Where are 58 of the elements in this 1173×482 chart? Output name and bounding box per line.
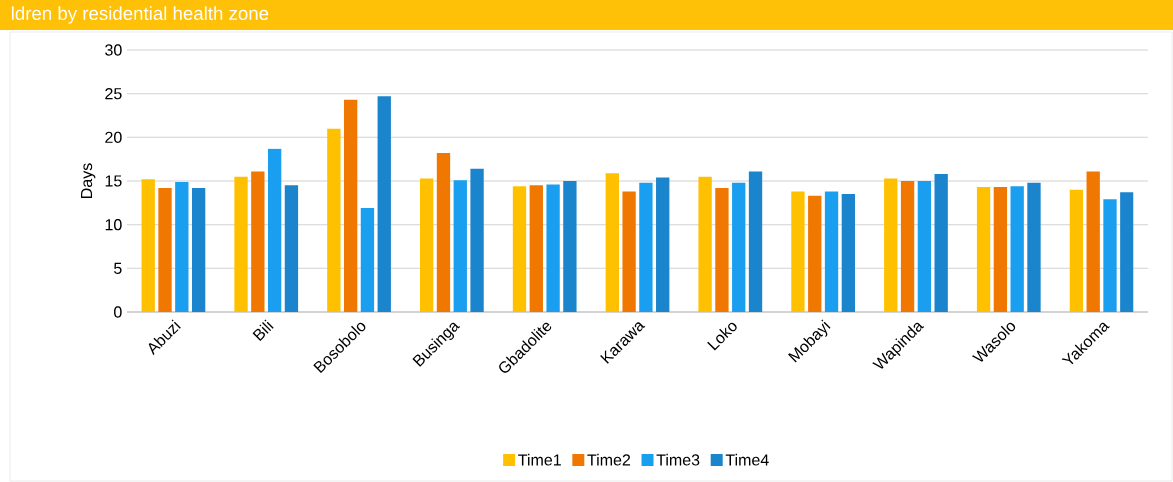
bar: [808, 195, 822, 313]
bar: [529, 185, 543, 313]
bar: [512, 186, 527, 313]
bar: [841, 194, 856, 313]
bar: [976, 187, 991, 313]
bar: [546, 184, 560, 313]
bar: [563, 181, 577, 313]
bar: [470, 168, 484, 313]
bar: [622, 191, 636, 313]
bar: [360, 208, 375, 313]
bar: [900, 181, 915, 313]
bar: [1010, 186, 1024, 313]
bar: [453, 180, 467, 313]
bar: [1120, 192, 1134, 313]
legend-label: Time2: [587, 453, 631, 466]
bar: [1086, 171, 1100, 313]
bar: [715, 187, 729, 313]
bar: [605, 173, 619, 313]
bar: [639, 182, 653, 313]
bar: [1069, 189, 1084, 313]
bar: [732, 182, 746, 313]
x-tick-label: Bili: [252, 319, 274, 342]
y-tick-label: 15: [105, 175, 122, 187]
y-tick-label: 25: [105, 88, 122, 100]
bar: [420, 178, 434, 313]
bar: [327, 128, 341, 313]
bar: [934, 174, 948, 313]
bar: [1103, 199, 1117, 313]
legend-label: Time4: [725, 453, 769, 466]
bar: [917, 181, 932, 313]
y-tick-label: 5: [114, 262, 122, 274]
chart-title: ldren by residential health zone: [11, 6, 269, 24]
y-tick-label: 20: [105, 131, 122, 143]
bar: [884, 178, 898, 313]
y-tick-label: 0: [114, 306, 122, 318]
bar: [824, 191, 839, 313]
legend-label: Time3: [656, 453, 700, 466]
bar: [698, 176, 712, 313]
bar: [234, 176, 248, 313]
bar: [436, 153, 451, 313]
bar: [791, 191, 805, 313]
y-axis-title: Days: [81, 163, 96, 198]
bar: [377, 96, 391, 313]
bar: [748, 171, 763, 313]
bar: [141, 179, 155, 313]
bar: [158, 187, 172, 313]
bar: [175, 181, 189, 313]
bar: [191, 187, 206, 313]
y-tick-label: 10: [105, 219, 122, 231]
bar: [267, 148, 282, 313]
bar: [284, 185, 299, 313]
bar: [251, 171, 265, 313]
y-tick-label: 30: [105, 44, 122, 56]
bar: [1027, 182, 1041, 313]
bar: [993, 187, 1008, 313]
bar: [656, 177, 670, 313]
legend-label: Time1: [518, 453, 561, 466]
bar: [343, 99, 358, 313]
